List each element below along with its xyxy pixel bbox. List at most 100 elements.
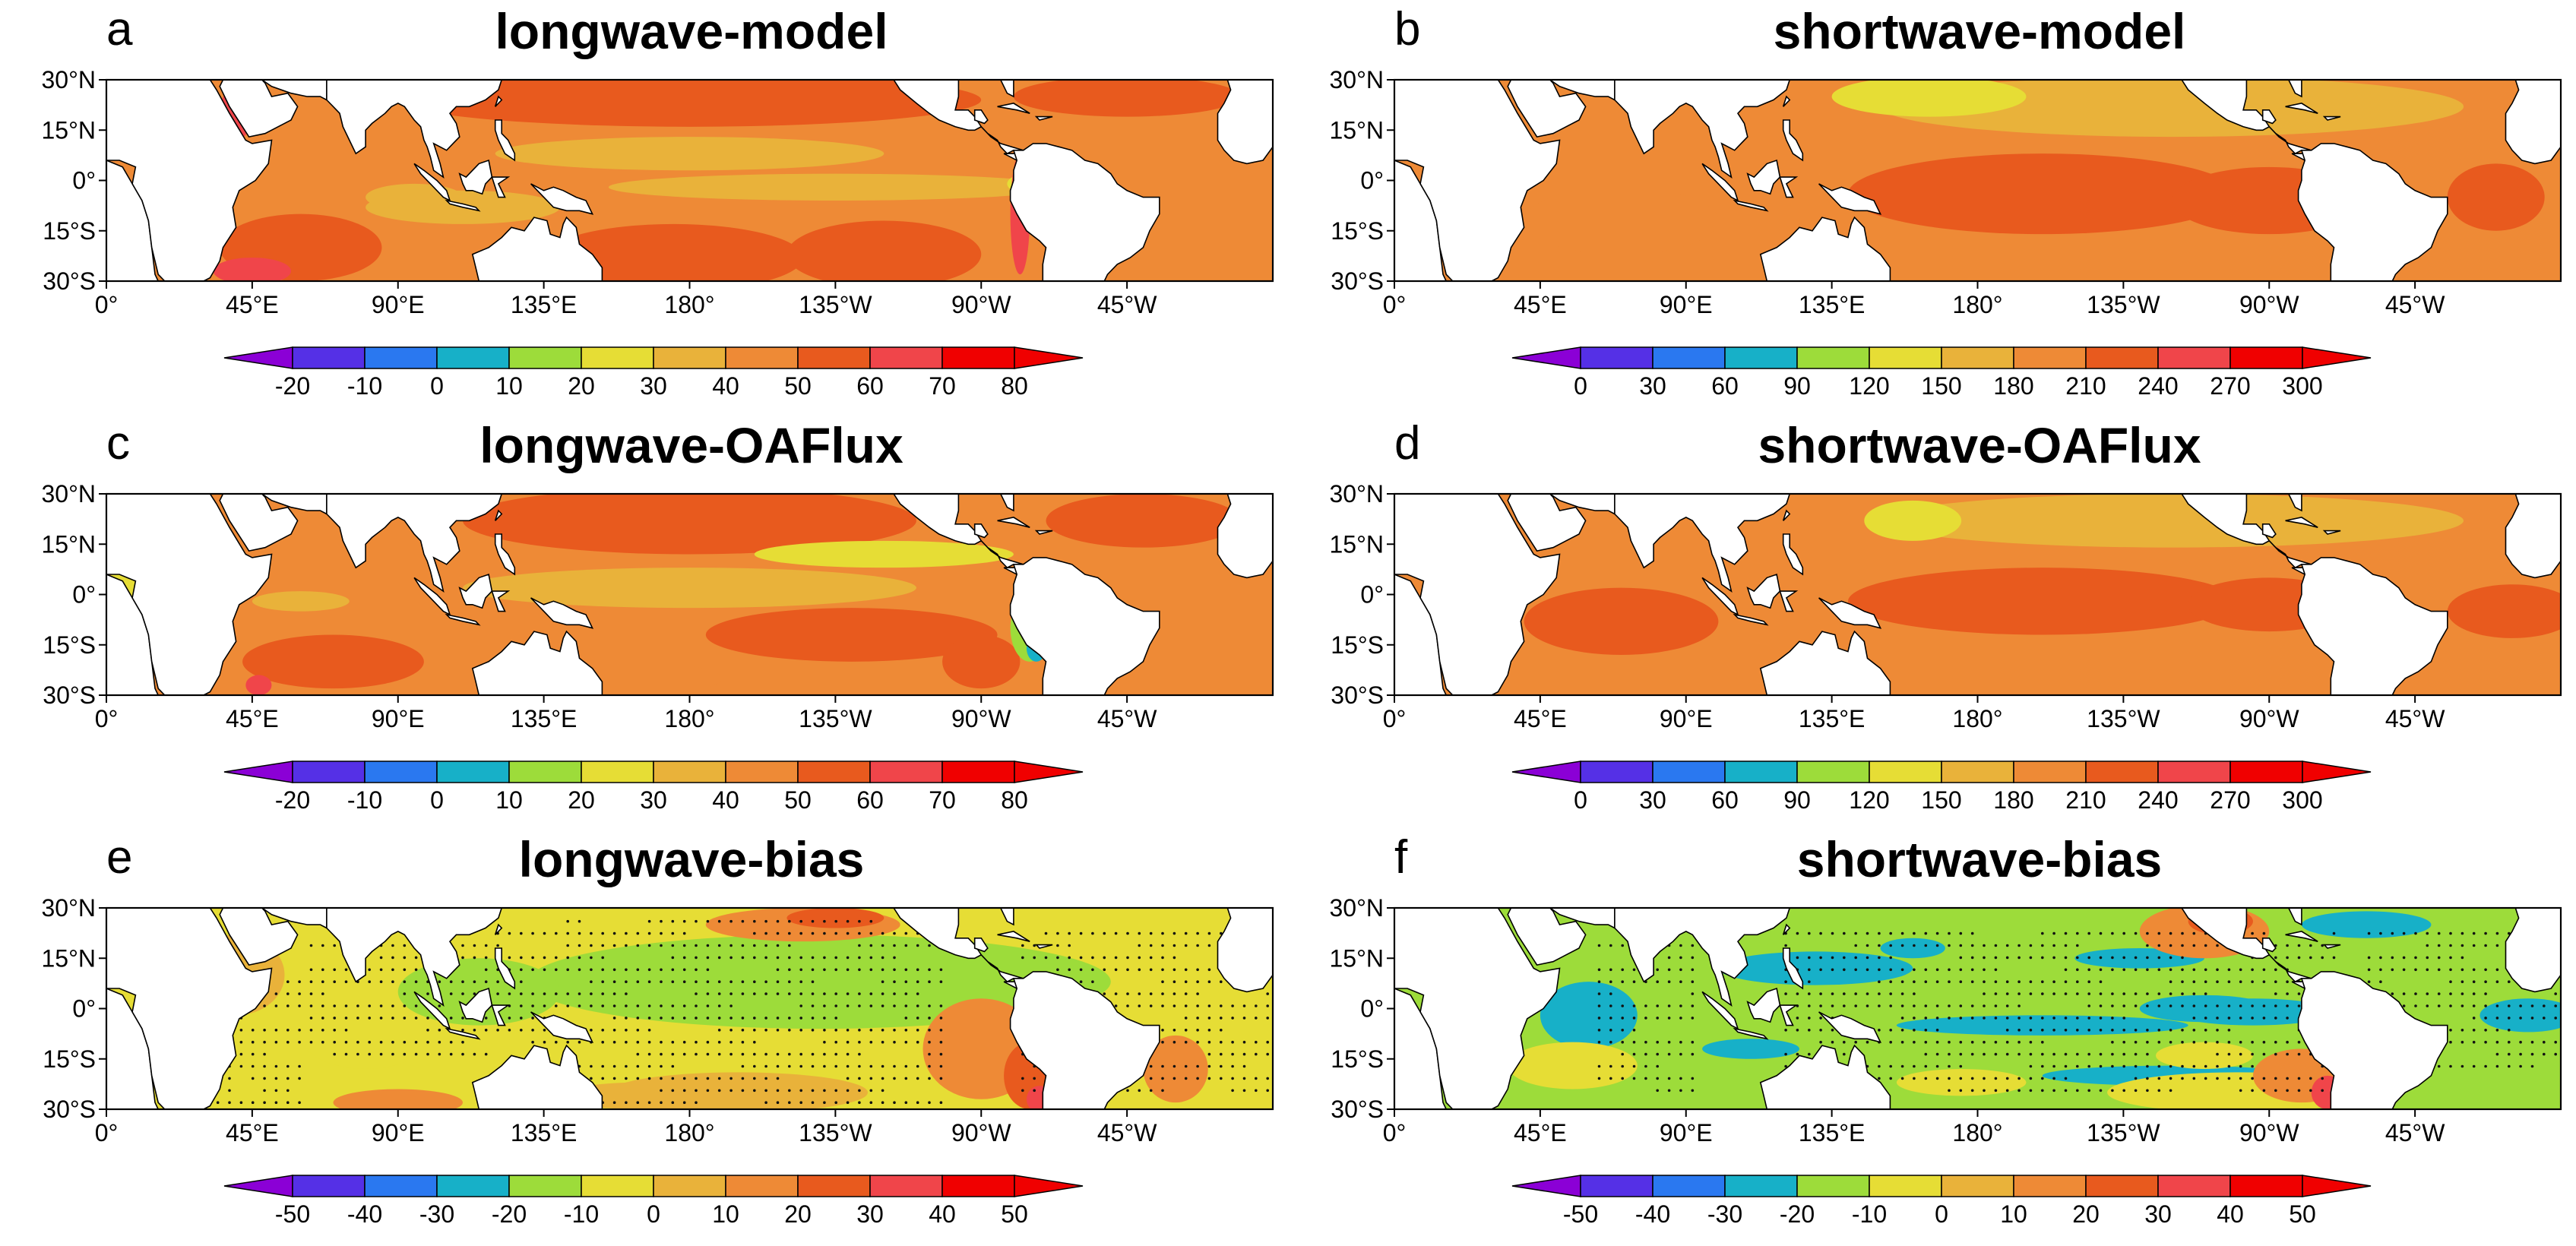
stipple-dot bbox=[531, 1004, 534, 1007]
land-yucatan bbox=[973, 109, 989, 125]
stipple-dot bbox=[2005, 1089, 2009, 1093]
stipple-dot bbox=[916, 1029, 919, 1032]
colorbar-label: 150 bbox=[1921, 372, 1961, 400]
stipple-dot bbox=[1808, 1029, 1811, 1032]
stipple-dot bbox=[858, 919, 861, 923]
colorbar-label: 0 bbox=[1935, 1200, 1948, 1228]
stipple-dot bbox=[660, 931, 663, 935]
lat-label: 15°S bbox=[43, 631, 96, 659]
colorbar-swatch bbox=[725, 346, 799, 369]
contour-region bbox=[300, 1001, 431, 1069]
stipple-dot bbox=[449, 980, 453, 983]
colorbar-swatch bbox=[1580, 761, 1654, 783]
land-hispaniola bbox=[2322, 944, 2341, 949]
stipple-dot bbox=[625, 944, 628, 947]
stipple-dot bbox=[671, 1077, 675, 1080]
stipple-dot bbox=[531, 992, 534, 995]
stipple-dot bbox=[612, 1064, 616, 1068]
colorbar-label: 90 bbox=[1783, 786, 1811, 814]
stipple-dot bbox=[1819, 968, 1822, 972]
stipple-dot bbox=[414, 980, 418, 983]
land-hispaniola bbox=[1034, 115, 1053, 121]
stipple-dot bbox=[2052, 1077, 2055, 1080]
stipple-dot bbox=[671, 1017, 675, 1020]
stipple-dot bbox=[671, 1052, 675, 1056]
stipple-dot bbox=[858, 931, 861, 935]
stipple-dot bbox=[2216, 1052, 2219, 1056]
stipple-dot bbox=[2239, 1017, 2242, 1020]
stipple-dot bbox=[2251, 1040, 2254, 1044]
stipple-dot bbox=[2530, 1052, 2534, 1056]
stipple-dot bbox=[2041, 931, 2044, 935]
stipple-dot bbox=[1126, 992, 1129, 995]
colorbar-label: 30 bbox=[1639, 372, 1666, 400]
stipple-dot bbox=[881, 1077, 885, 1080]
stipple-dot bbox=[881, 1064, 885, 1068]
stipple-dot bbox=[2041, 956, 2044, 960]
stipple-dot bbox=[2099, 1004, 2103, 1007]
stipple-dot bbox=[2274, 1017, 2277, 1020]
stipple-dot bbox=[1831, 1004, 1834, 1007]
stipple-dot bbox=[1924, 1040, 1928, 1044]
stipple-dot bbox=[414, 1040, 418, 1044]
stipple-dot bbox=[1819, 1017, 1822, 1020]
stipple-dot bbox=[520, 931, 523, 935]
stipple-dot bbox=[2543, 1017, 2546, 1020]
stipple-dot bbox=[939, 1017, 943, 1020]
lon-label: 45°E bbox=[226, 705, 279, 732]
land-australia bbox=[471, 1044, 603, 1109]
stipple-dot bbox=[1994, 956, 1998, 960]
stipple-dot bbox=[2134, 956, 2138, 960]
stipple-dot bbox=[660, 968, 663, 972]
land-sulawesi bbox=[1779, 590, 1799, 612]
stipple-dot bbox=[1796, 992, 1799, 995]
stipple-dot bbox=[368, 1017, 372, 1020]
land-nafrica2 bbox=[2505, 494, 2561, 579]
stipple-dot bbox=[2087, 1017, 2090, 1020]
stipple-dot bbox=[1184, 1029, 1188, 1032]
colorbar-swatch bbox=[581, 346, 654, 369]
stipple-dot bbox=[2508, 1017, 2511, 1020]
stipple-dot bbox=[1597, 1064, 1601, 1068]
stipple-dot bbox=[1948, 1077, 1951, 1080]
stipple-dot bbox=[379, 980, 383, 983]
stipple-dot bbox=[298, 1064, 301, 1068]
stipple-dot bbox=[764, 1064, 767, 1068]
colorbar-label: 80 bbox=[1001, 372, 1028, 400]
stipple-dot bbox=[636, 1017, 640, 1020]
stipple-dot bbox=[741, 1077, 745, 1080]
stipple-dot bbox=[2239, 968, 2242, 972]
contour-region bbox=[2156, 1042, 2253, 1069]
lon-label: 135°E bbox=[1799, 705, 1866, 732]
stipple-dot bbox=[298, 1077, 301, 1080]
stipple-dot bbox=[2460, 992, 2464, 995]
stipple-dot bbox=[2297, 992, 2301, 995]
land-borneo bbox=[458, 159, 493, 195]
stipple-dot bbox=[1994, 1077, 1998, 1080]
stipple-dot bbox=[274, 1029, 278, 1032]
stipple-dot bbox=[379, 956, 383, 960]
stipple-dot bbox=[426, 1052, 429, 1056]
stipple-dot bbox=[2227, 1064, 2231, 1068]
stipple-dot bbox=[2274, 1077, 2277, 1080]
land-taiwan bbox=[1782, 95, 1791, 107]
stipple-dot bbox=[893, 1064, 896, 1068]
stipple-dot bbox=[1207, 968, 1211, 972]
stipple-dot bbox=[753, 1064, 756, 1068]
stipple-dot bbox=[1959, 1040, 1963, 1044]
lat-label: 30°N bbox=[42, 66, 97, 93]
map-figure: 30°N15°N0°15°S30°S0° 45°E 90°E 135°E 180° 135… bbox=[42, 894, 1274, 1228]
stipple-dot bbox=[1819, 1029, 1822, 1032]
stipple-dot bbox=[1784, 992, 1787, 995]
colorbar-swatch bbox=[653, 346, 726, 369]
stipple-dot bbox=[2460, 1004, 2464, 1007]
stipple-dot bbox=[1935, 1064, 1939, 1068]
stipple-dot bbox=[834, 1004, 837, 1007]
stipple-dot bbox=[799, 1052, 802, 1056]
land-sumatra bbox=[1701, 991, 1739, 1030]
stipple-dot bbox=[1621, 1029, 1624, 1032]
stipple-dot bbox=[2064, 931, 2068, 935]
stipple-dot bbox=[1609, 980, 1612, 983]
stipple-dot bbox=[1597, 1029, 1601, 1032]
stipple-dot bbox=[1679, 1077, 1682, 1080]
